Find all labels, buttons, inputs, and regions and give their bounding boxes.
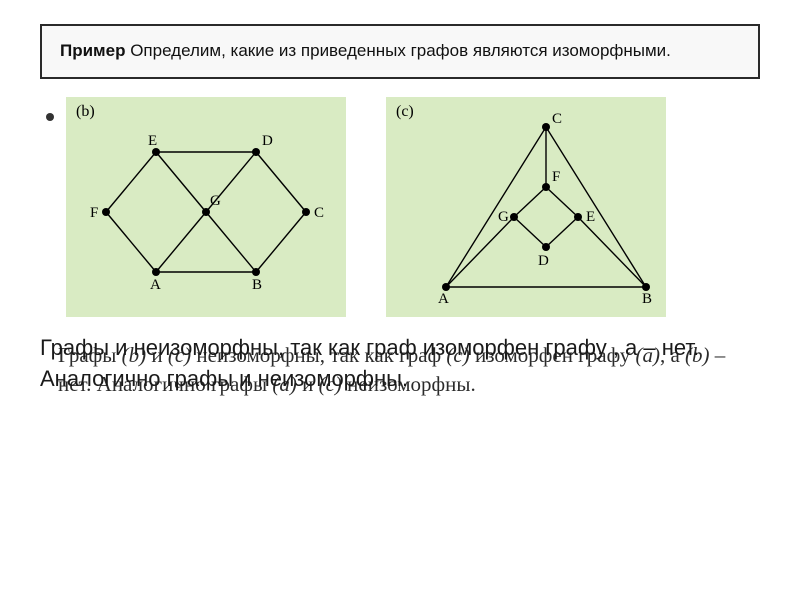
graph-node-label: F bbox=[90, 205, 98, 221]
graph-node bbox=[252, 148, 260, 156]
graph-node bbox=[152, 268, 160, 276]
graph-edge bbox=[546, 217, 578, 247]
graph-node bbox=[542, 123, 550, 131]
graph-node-label: E bbox=[148, 133, 157, 149]
graph-node-label: G bbox=[498, 209, 509, 225]
graph-c-nodes: C A B F G E D bbox=[438, 111, 652, 307]
graph-b-svg: E D F G C A B bbox=[66, 97, 346, 317]
graph-node-label: G bbox=[210, 193, 221, 209]
graph-edge bbox=[156, 152, 206, 212]
title-bold: Пример bbox=[60, 41, 125, 60]
graph-node-label: F bbox=[552, 169, 560, 185]
figure-container: (b) EDFGCAB (c) CABFGED bbox=[66, 97, 666, 317]
graph-node bbox=[152, 148, 160, 156]
graph-node-label: C bbox=[314, 205, 324, 221]
graph-node bbox=[102, 208, 110, 216]
graph-node-label: B bbox=[642, 291, 652, 307]
graph-b-panel: (b) EDFGCAB bbox=[66, 97, 346, 317]
graph-node-label: D bbox=[538, 253, 549, 269]
graph-node-label: C bbox=[552, 111, 562, 127]
graph-edge bbox=[156, 212, 206, 272]
graph-node bbox=[642, 283, 650, 291]
conclusion-front: Графы и неизоморфны, так как граф изомор… bbox=[40, 333, 760, 395]
graph-node bbox=[542, 183, 550, 191]
figure-row: (b) EDFGCAB (c) CABFGED bbox=[40, 97, 760, 317]
content-area: (b) EDFGCAB (c) CABFGED Графы (b) bbox=[40, 97, 760, 443]
graph-node bbox=[542, 243, 550, 251]
graph-node bbox=[442, 283, 450, 291]
graph-node-label: B bbox=[252, 277, 262, 293]
slide-root: Пример Определим, какие из приведенных г… bbox=[0, 0, 800, 600]
graph-node bbox=[510, 213, 518, 221]
graph-edge bbox=[256, 152, 306, 212]
graph-c-panel: (c) CABFGED bbox=[386, 97, 666, 317]
graph-edge bbox=[578, 217, 646, 287]
conclusion-wrap: Графы (b) и (c) неизоморфны, так как гра… bbox=[40, 333, 760, 443]
graph-node bbox=[574, 213, 582, 221]
title-rest: Определим, какие из приведенных графов я… bbox=[125, 41, 670, 60]
graph-edge bbox=[546, 127, 646, 287]
graph-edge bbox=[446, 217, 514, 287]
graph-node bbox=[202, 208, 210, 216]
graph-edge bbox=[206, 212, 256, 272]
graph-edge bbox=[256, 212, 306, 272]
graph-edge bbox=[514, 187, 546, 217]
graph-node-label: A bbox=[150, 277, 161, 293]
bullet-dot bbox=[46, 113, 54, 121]
graph-node bbox=[302, 208, 310, 216]
graph-edge bbox=[106, 212, 156, 272]
graph-edge bbox=[514, 217, 546, 247]
title-box: Пример Определим, какие из приведенных г… bbox=[40, 24, 760, 79]
graph-node bbox=[252, 268, 260, 276]
graph-node-label: D bbox=[262, 133, 273, 149]
graph-b-nodes: E D F G C A B bbox=[90, 133, 324, 293]
graph-node-label: E bbox=[586, 209, 595, 225]
graph-c-svg: C A B F G E D bbox=[386, 97, 666, 317]
graph-node-label: A bbox=[438, 291, 449, 307]
graph-edge bbox=[446, 127, 546, 287]
graph-edge bbox=[106, 152, 156, 212]
graph-edge bbox=[546, 187, 578, 217]
